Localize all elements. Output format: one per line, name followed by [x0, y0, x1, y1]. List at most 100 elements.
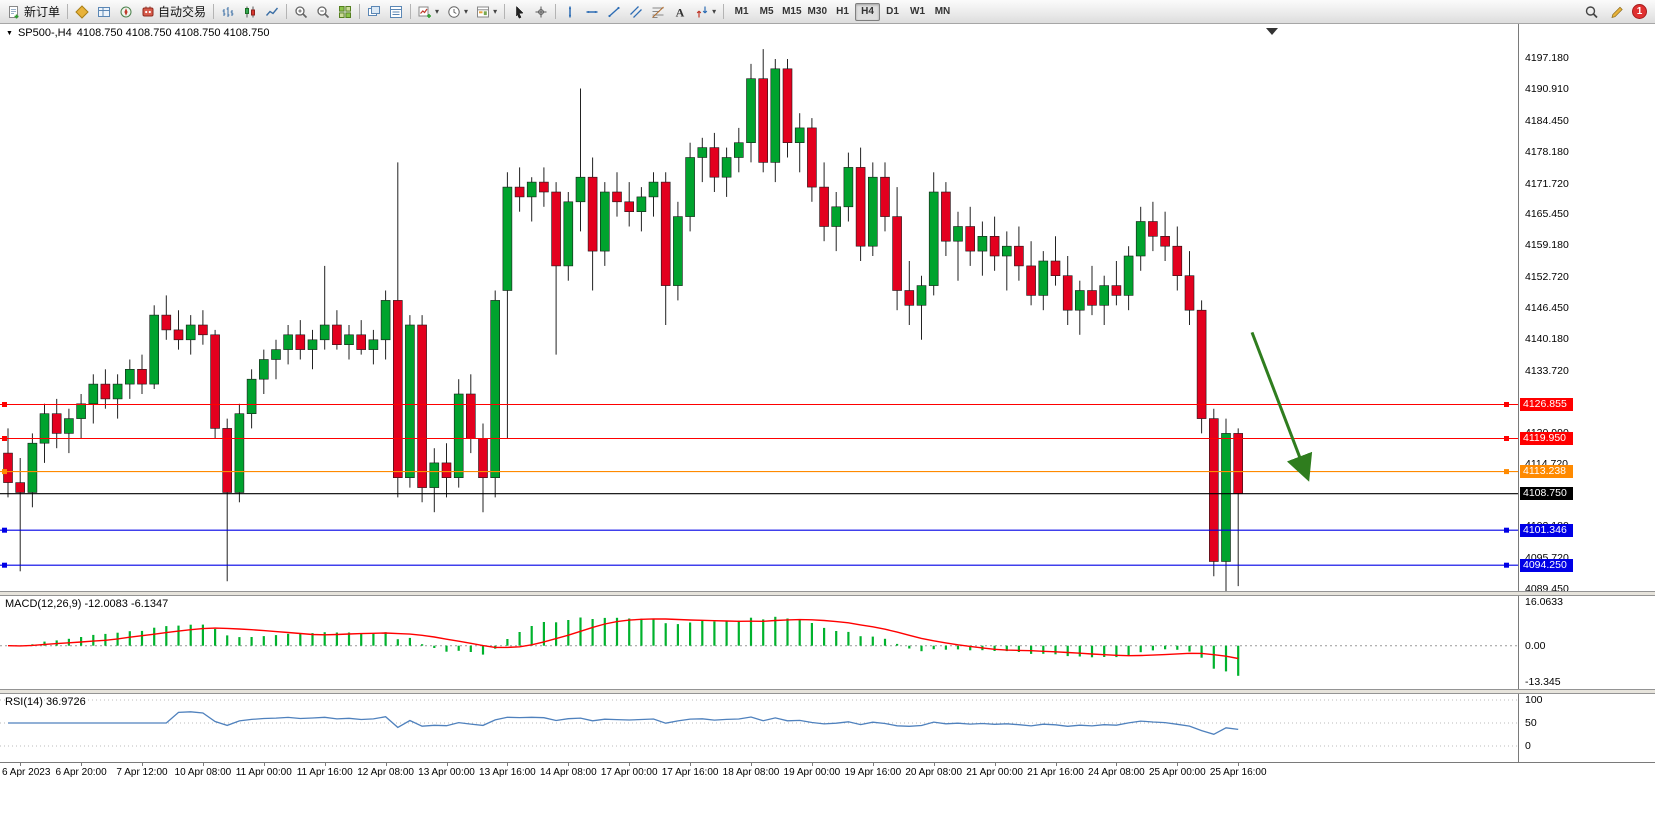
line-chart-button[interactable]	[261, 2, 283, 22]
macd-panel[interactable]	[0, 596, 1518, 690]
toolbar-separator	[67, 4, 69, 19]
time-tick	[872, 763, 874, 766]
horizontal-line-button[interactable]	[581, 2, 603, 22]
zoom-in-button[interactable]	[290, 2, 312, 22]
template-icon	[477, 6, 490, 17]
window-list-button[interactable]	[385, 2, 407, 22]
time-axis-label: 12 Apr 08:00	[357, 767, 414, 778]
search-button[interactable]	[1580, 2, 1602, 22]
tile-windows-button[interactable]	[334, 2, 356, 22]
timeframe-toolbar: M1 M5 M15 M30 H1 H4 D1 W1 MN	[729, 2, 955, 21]
time-axis-label: 25 Apr 16:00	[1209, 767, 1267, 778]
navigator-icon	[120, 6, 132, 17]
time-tick	[507, 763, 509, 766]
price-tick-label: 4197.180	[1525, 52, 1569, 65]
rsi-value: 36.9726	[45, 696, 86, 708]
crosshair-button[interactable]	[530, 2, 552, 22]
auto-trading-button[interactable]: 自动交易	[137, 2, 210, 22]
bar-chart-button[interactable]	[217, 2, 239, 22]
text-label-button[interactable]: A	[669, 2, 691, 22]
time-axis[interactable]: 6 Apr 2023 6 Apr 20:00 7 Apr 12:00 10 Apr 0…	[0, 762, 1655, 782]
text-icon: A	[676, 5, 685, 19]
data-window-button[interactable]	[93, 2, 115, 22]
dropdown-caret-icon[interactable]: ▾	[435, 7, 440, 16]
trend-arrow[interactable]	[1250, 331, 1313, 482]
time-axis-label: 14 Apr 08:00	[539, 767, 597, 778]
channel-icon	[630, 5, 643, 18]
navigator-button[interactable]	[115, 2, 137, 22]
fibo-icon	[652, 6, 664, 18]
resistance-line-4126.855[interactable]	[0, 402, 1518, 407]
price-tick-label: 4178.180	[1525, 145, 1569, 158]
time-axis-label: 11 Apr 00:00	[235, 767, 292, 778]
time-axis-label: 20 Apr 08:00	[905, 767, 963, 778]
timeframe-d1[interactable]: D1	[886, 5, 899, 17]
auto-trading-button-label: 自动交易	[158, 5, 207, 19]
price-tick-label: 4171.720	[1525, 177, 1569, 190]
panel-divider[interactable]	[0, 591, 1655, 596]
templates-button[interactable]: ▾	[472, 2, 501, 22]
rsi-line	[8, 711, 1239, 736]
price-badge-4113.238: 4113.238	[1520, 465, 1573, 479]
time-tick	[690, 763, 692, 766]
dropdown-caret-icon[interactable]: ▾	[464, 7, 469, 16]
timeframe-w1[interactable]: W1	[910, 5, 925, 17]
arrows-button[interactable]: ▾	[691, 2, 720, 22]
notification-badge[interactable]: 1	[1632, 4, 1647, 19]
rsi-scale-label: 100	[1525, 694, 1543, 706]
candlestick-chart-button[interactable]	[239, 2, 261, 22]
time-tick	[1238, 763, 1240, 766]
zoom-out-button[interactable]	[312, 2, 334, 22]
price-tick-label: 4184.450	[1525, 114, 1569, 127]
arrows-icon	[696, 6, 708, 17]
resistance-line-4119.950[interactable]	[0, 436, 1518, 441]
support-line-4094.250[interactable]	[0, 562, 1518, 568]
dropdown-caret-icon[interactable]: ▾	[712, 7, 717, 16]
channel-button[interactable]	[625, 2, 647, 22]
timeframe-m30[interactable]: M30	[807, 5, 827, 17]
panel-divider[interactable]	[0, 689, 1655, 694]
candlestick-chart[interactable]	[0, 24, 1518, 592]
periods-button[interactable]: ▾	[443, 2, 472, 22]
price-tick-label: 4190.910	[1525, 83, 1569, 95]
new-order-button[interactable]: 新订单	[3, 2, 64, 22]
zoom-in-icon	[295, 5, 308, 18]
cascade-windows-button[interactable]	[363, 2, 385, 22]
time-axis-label: 17 Apr 00:00	[600, 767, 658, 778]
cursor-icon	[516, 5, 524, 19]
rsi-panel[interactable]	[0, 694, 1518, 760]
market-watch-button[interactable]	[71, 2, 93, 22]
time-axis-label: 13 Apr 16:00	[479, 767, 536, 778]
bars-icon	[222, 6, 234, 17]
macd-signal-line	[7, 618, 1239, 660]
timeframe-m5[interactable]: M5	[759, 5, 774, 17]
ohlc-values: 4108.750 4108.750 4108.750 4108.750	[76, 27, 270, 39]
trendline-icon	[608, 6, 620, 17]
time-axis-label: 6 Apr 20:00	[55, 767, 107, 778]
edit-icon	[1611, 6, 1623, 18]
chart-expand-icon[interactable]: ▼	[6, 29, 13, 37]
edit-button[interactable]	[1606, 2, 1628, 22]
candles-icon	[245, 6, 256, 17]
dropdown-caret-icon[interactable]: ▾	[493, 7, 498, 16]
timeframe-h4[interactable]: H4	[855, 2, 880, 21]
support-line-4101.346[interactable]	[0, 527, 1518, 533]
timeframe-mn[interactable]: MN	[934, 5, 951, 17]
indicators-button[interactable]: ▾	[414, 2, 443, 22]
fibonacci-button[interactable]	[647, 2, 669, 22]
pivot-line-4113.238[interactable]	[0, 469, 1518, 475]
new-order-button-label: 新订单	[24, 5, 61, 19]
cursor-button[interactable]	[508, 2, 530, 22]
timeframe-h1[interactable]: H1	[836, 5, 849, 17]
vertical-line-button[interactable]	[559, 2, 581, 22]
price-tick-label: 4152.720	[1525, 271, 1569, 284]
symbol-period-label: SP500-,H4	[17, 27, 72, 39]
timeframe-m15[interactable]: M15	[782, 5, 802, 17]
time-tick	[629, 763, 631, 766]
price-tick-label: 4133.720	[1525, 364, 1569, 377]
trendline-button[interactable]	[603, 2, 625, 22]
macd-label: MACD(12,26,9)	[5, 598, 82, 610]
timeframe-m1[interactable]: M1	[734, 5, 749, 17]
price-axis[interactable]: 4197.180 4190.910 4184.450 4178.180 4171.720…	[1518, 24, 1655, 762]
autoscroll-marker-icon[interactable]	[1266, 28, 1278, 35]
